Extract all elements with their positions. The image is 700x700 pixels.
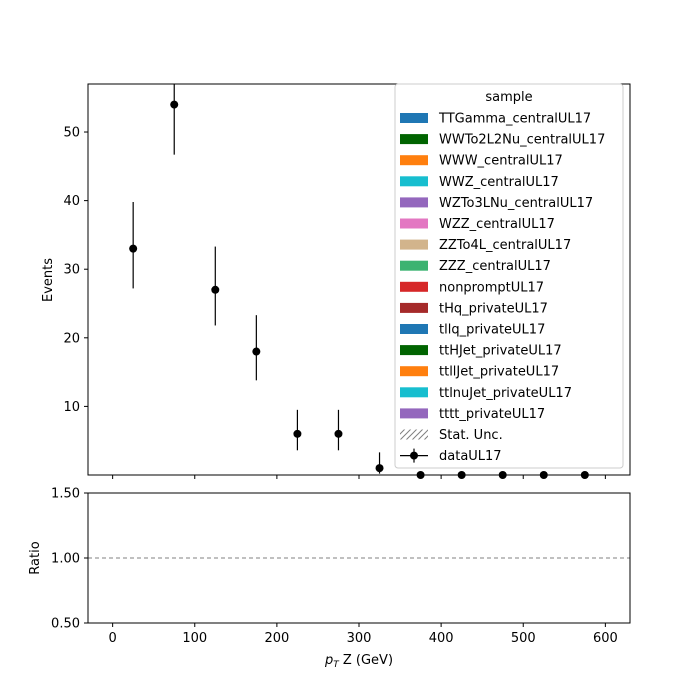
legend-swatch	[400, 134, 428, 145]
legend-label: WWTo2L2Nu_centralUL17	[439, 133, 605, 148]
main-y-axis-label: Events	[41, 258, 56, 302]
legend-label: tttt_privateUL17	[439, 407, 545, 422]
x-axis-label-main: p	[324, 653, 333, 668]
legend-label: ttlnuJet_privateUL17	[439, 386, 572, 401]
data-points	[129, 84, 589, 479]
data-point	[129, 244, 138, 253]
legend-label: dataUL17	[439, 449, 502, 464]
ratio-axes-frame	[87, 492, 631, 624]
legend-swatch	[400, 324, 428, 334]
legend-marker	[410, 451, 418, 460]
legend-label: tllq_privateUL17	[439, 323, 545, 338]
legend-label: WZTo3LNu_centralUL17	[439, 196, 593, 211]
ratio-y-tick-label: 1.00	[51, 552, 80, 567]
ratio-y-tick-label: 0.50	[51, 617, 80, 632]
ratio-x-tick-label: 100	[182, 631, 207, 646]
legend-label: ZZZ_centralUL17	[439, 259, 551, 274]
legend: sample TTGamma_centralUL17 WWTo2L2Nu_centr…	[394, 83, 624, 469]
legend-swatch	[400, 176, 428, 187]
ratio-y-tick-label: 1.50	[51, 487, 80, 502]
main-y-tick-label: 50	[63, 126, 80, 141]
legend-label: Stat. Unc.	[439, 428, 503, 443]
legend-label: nonpromptUL17	[439, 280, 544, 295]
legend-label: ttHJet_privateUL17	[439, 344, 562, 359]
main-y-tick-label: 30	[63, 263, 80, 278]
legend-swatch	[400, 239, 428, 250]
legend-label: WZZ_centralUL17	[439, 217, 555, 232]
legend-swatch	[400, 113, 428, 123]
legend-label: WWW_centralUL17	[439, 154, 563, 169]
x-axis-label: pT Z (GeV)	[324, 653, 393, 670]
legend-swatch	[400, 408, 428, 419]
data-point	[211, 285, 220, 294]
main-axes-frame	[87, 83, 631, 476]
main-y-tick-label: 40	[63, 194, 80, 209]
ratio-x-tick-label: 300	[347, 631, 372, 646]
data-point	[334, 429, 343, 438]
x-axis-label-subscript: T	[333, 660, 340, 670]
ratio-x-tick-label: 200	[264, 631, 289, 646]
main-y-ticks: 10 20 30 40 50	[63, 126, 88, 415]
x-axis-label-rest: Z (GeV)	[339, 653, 393, 668]
legend-label: WWZ_centralUL17	[439, 175, 559, 190]
legend-hatch-swatch	[400, 429, 428, 440]
ratio-plot-area	[88, 493, 630, 623]
legend-label: TTGamma_centralUL17	[438, 112, 591, 127]
data-point	[293, 429, 302, 438]
ratio-x-tick-label: 600	[593, 631, 618, 646]
data-point	[375, 464, 384, 473]
legend-label: ZZTo4L_centralUL17	[439, 238, 571, 253]
legend-swatch	[400, 387, 428, 398]
ratio-x-tick-label: 400	[429, 631, 454, 646]
ratio-x-tick-label: 500	[511, 631, 536, 646]
legend-swatch	[400, 155, 428, 166]
legend-swatch	[400, 197, 428, 208]
legend-swatch	[400, 281, 428, 292]
ratio-x-tick-label: 0	[108, 631, 116, 646]
legend-label: tHq_privateUL17	[439, 301, 548, 316]
legend-label: ttllJet_privateUL17	[439, 365, 559, 380]
main-y-tick-label: 10	[63, 400, 80, 415]
main-x-ticks	[112, 475, 606, 479]
legend-swatch	[400, 366, 428, 377]
legend-swatch	[400, 218, 428, 229]
ratio-x-ticks: 0 100 200 300 400 500 600	[108, 623, 618, 646]
data-point	[170, 100, 179, 109]
data-point	[252, 347, 261, 356]
legend-title: sample	[485, 90, 532, 105]
legend-box	[394, 83, 624, 469]
main-y-tick-label: 20	[63, 331, 80, 346]
ratio-panel: 0.50 1.00 1.50 0 100 200 300 400 500 600 Ratio p…	[28, 487, 631, 670]
ratio-y-axis-label: Ratio	[28, 541, 43, 574]
legend-swatch	[400, 302, 428, 313]
legend-swatch	[400, 345, 428, 356]
legend-swatch	[400, 260, 428, 271]
ratio-y-ticks: 0.50 1.00 1.50	[51, 487, 88, 632]
